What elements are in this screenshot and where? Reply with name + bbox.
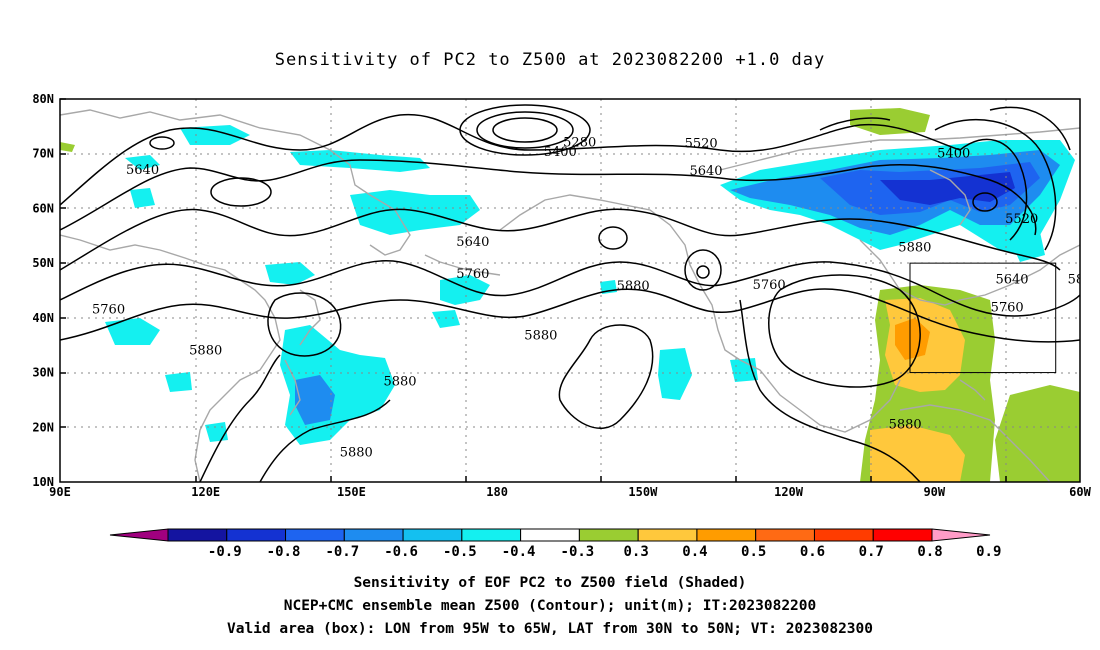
colorbar-swatch <box>285 528 345 542</box>
colorbar-label: -0.8 <box>267 544 301 560</box>
colorbar-swatch <box>402 528 463 542</box>
contour-label: 5400 <box>544 145 577 160</box>
lat-label: 70N <box>32 147 54 161</box>
lon-label: 180 <box>486 485 508 499</box>
colorbar-swatch <box>637 528 698 542</box>
colorbar-label: -0.5 <box>443 544 477 560</box>
contour-label: 588 <box>1068 272 1093 287</box>
colorbar-swatch <box>343 528 404 542</box>
colorbar-label: -0.9 <box>208 544 242 560</box>
contour-label: 5880 <box>617 279 650 294</box>
colorbar-label: -0.6 <box>384 544 418 560</box>
lat-label: 50N <box>32 256 54 270</box>
lon-label: 120W <box>774 485 804 499</box>
colorbar-min-triangle <box>109 528 169 542</box>
contour-label: 5760 <box>92 302 125 317</box>
colorbar-label: 0.7 <box>859 544 884 560</box>
negative-sensitivity-area <box>130 188 155 208</box>
contour-label: 5880 <box>383 375 416 390</box>
colorbar-swatch <box>520 528 580 542</box>
negative-sensitivity-core <box>295 375 335 425</box>
colorbar-label: -0.7 <box>325 544 359 560</box>
lat-label: 60N <box>32 201 54 215</box>
negative-sensitivity-area <box>125 155 160 170</box>
contour-label: 5640 <box>126 163 159 178</box>
sensitivity-shading <box>60 108 1080 482</box>
contour-label: 5880 <box>189 343 222 358</box>
positive-sensitivity-medium <box>870 425 965 482</box>
lat-label: 10N <box>32 475 54 489</box>
colorbar-max-triangle <box>931 528 991 542</box>
negative-sensitivity-area <box>265 262 315 285</box>
colorbar-swatch <box>872 528 933 542</box>
negative-sensitivity-area <box>350 190 480 235</box>
contour-label: 5520 <box>1005 212 1038 227</box>
longitude-labels: 90E 120E 150E 180 150W 120W 90W 60W <box>49 485 1091 499</box>
axis-ticks <box>60 98 1007 482</box>
negative-sensitivity-area <box>432 310 460 328</box>
lon-label: 60W <box>1069 485 1091 499</box>
negative-sensitivity-area <box>658 348 692 400</box>
negative-sensitivity-area <box>205 422 228 442</box>
colorbar-swatch <box>578 528 639 542</box>
colorbar-label: 0.9 <box>976 544 1001 560</box>
colorbar: -0.9 -0.8 -0.7 -0.6 -0.5 -0.4 -0.3 0.3 0.4 0.5 0.6… <box>109 528 1001 560</box>
lon-label: 90W <box>923 485 945 499</box>
contour-label: 5280 <box>563 136 596 151</box>
positive-sensitivity-area <box>995 385 1080 482</box>
map-title: Sensitivity of PC2 to Z500 at 2023082200… <box>274 50 826 70</box>
colorbar-label: 0.4 <box>682 544 707 560</box>
valid-area-box <box>909 262 1057 374</box>
contour-label: 5760 <box>456 267 489 282</box>
contour-label: 5760 <box>753 278 786 293</box>
latitude-labels: 80N 70N 60N 50N 40N 30N 20N 10N <box>32 92 54 489</box>
contour-label: 5640 <box>456 235 489 250</box>
colorbar-label: -0.4 <box>502 544 536 560</box>
colorbar-label: 0.3 <box>624 544 649 560</box>
negative-sensitivity-area <box>290 150 430 172</box>
positive-sensitivity-strong <box>895 318 930 360</box>
map-frame <box>59 98 1081 483</box>
contour-label: 5880 <box>889 417 922 432</box>
colorbar-swatch <box>167 528 228 542</box>
caption-valid-area: Valid area (box): LON from 95W to 65W, L… <box>226 621 873 637</box>
lat-label: 30N <box>32 366 54 380</box>
negative-sensitivity-stronger <box>880 172 1015 205</box>
contour-label: 5400 <box>937 146 970 161</box>
negative-sensitivity-area <box>165 372 192 392</box>
caption-contour: NCEP+CMC ensemble mean Z500 (Contour); u… <box>283 598 817 614</box>
caption-shading: Sensitivity of EOF PC2 to Z500 field (Sh… <box>353 575 747 591</box>
negative-sensitivity-area <box>105 318 160 345</box>
lat-label: 40N <box>32 311 54 325</box>
lat-label: 80N <box>32 92 54 106</box>
negative-sensitivity-area <box>180 125 250 145</box>
contour-label: 5880 <box>340 446 373 461</box>
lat-label: 20N <box>32 420 54 434</box>
colorbar-swatch <box>813 528 874 542</box>
contour-label: 5760 <box>991 301 1024 316</box>
colorbar-label: 0.5 <box>741 544 766 560</box>
contour-label: 5880 <box>898 241 931 256</box>
colorbar-swatch <box>461 528 522 542</box>
colorbar-swatch <box>755 528 815 542</box>
lon-label: 90E <box>49 485 71 499</box>
contour-label: 5520 <box>685 137 718 152</box>
contour-label: 5640 <box>995 272 1028 287</box>
lon-label: 150W <box>628 485 658 499</box>
colorbar-label: -0.3 <box>561 544 595 560</box>
positive-sensitivity-area <box>60 142 75 152</box>
contour-label: 5880 <box>524 329 557 344</box>
lon-label: 120E <box>191 485 220 499</box>
colorbar-label: 0.6 <box>800 544 825 560</box>
z500-contours <box>60 104 1080 482</box>
positive-sensitivity-area <box>850 108 930 135</box>
colorbar-swatch <box>696 528 757 542</box>
lon-label: 150E <box>337 485 366 499</box>
colorbar-label: 0.8 <box>917 544 942 560</box>
contour-label: 5640 <box>689 164 722 179</box>
colorbar-swatch <box>226 528 287 542</box>
